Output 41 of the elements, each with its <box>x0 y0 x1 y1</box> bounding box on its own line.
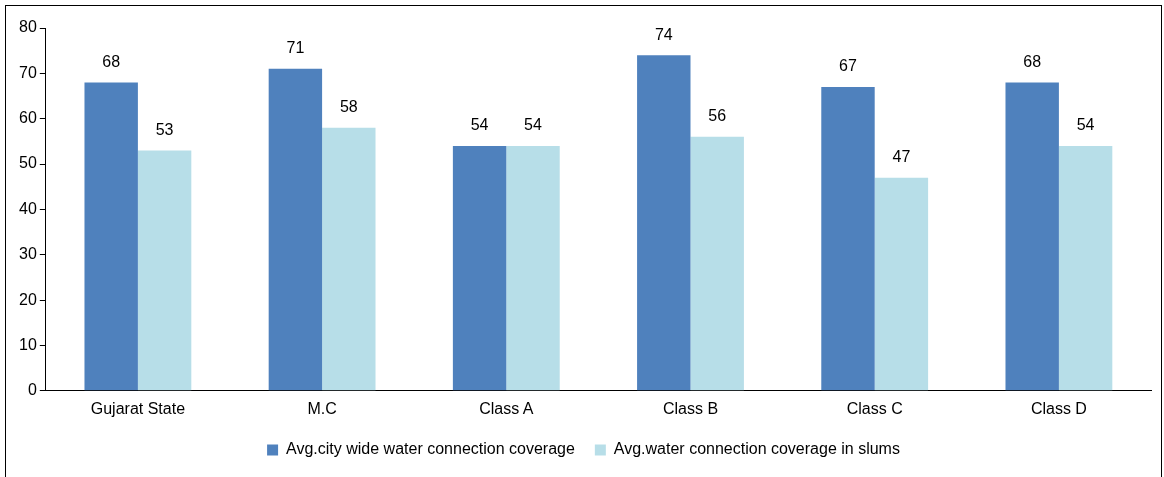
bar <box>821 86 875 391</box>
bar <box>452 145 507 391</box>
data-label: 68 <box>1023 52 1042 70</box>
y-tick-label: 0 <box>27 381 37 399</box>
x-tick-label: Class B <box>662 399 719 417</box>
y-tick-label: 20 <box>19 290 37 308</box>
bar <box>874 177 929 391</box>
bar <box>506 145 560 391</box>
data-label: 53 <box>155 120 174 138</box>
y-tick-label: 50 <box>19 154 37 172</box>
y-tick-label: 80 <box>19 18 37 36</box>
data-label: 58 <box>339 98 358 116</box>
data-label: 68 <box>102 52 121 70</box>
bar <box>1058 145 1113 391</box>
data-label: 74 <box>654 25 673 43</box>
data-label: 54 <box>1076 116 1095 134</box>
bar <box>1005 82 1059 391</box>
data-label: 47 <box>892 148 911 166</box>
data-label: 54 <box>470 116 489 134</box>
bar <box>690 136 744 391</box>
bar <box>637 55 691 391</box>
x-tick-label: Gujarat State <box>90 399 186 417</box>
legend-label: Avg.city wide water connection coverage <box>286 440 575 458</box>
y-tick-label: 60 <box>19 109 37 127</box>
y-tick-label: 40 <box>19 199 37 217</box>
data-label: 56 <box>708 107 727 125</box>
y-tick-label: 10 <box>19 335 37 353</box>
x-tick-label: Class C <box>846 399 903 417</box>
x-tick-label: M.C <box>307 399 337 417</box>
data-label: 71 <box>286 39 305 57</box>
x-tick-label: Class A <box>479 399 534 417</box>
bar <box>84 82 138 391</box>
bar <box>322 127 376 391</box>
bar <box>137 150 192 391</box>
data-label: 54 <box>524 116 543 134</box>
data-label: 67 <box>839 57 857 75</box>
legend-label: Avg.water connection coverage in slums <box>613 440 900 458</box>
x-tick-label: Class D <box>1030 399 1087 417</box>
y-tick-label: 70 <box>19 63 37 81</box>
y-tick-label: 30 <box>19 245 37 263</box>
bar <box>268 68 323 391</box>
